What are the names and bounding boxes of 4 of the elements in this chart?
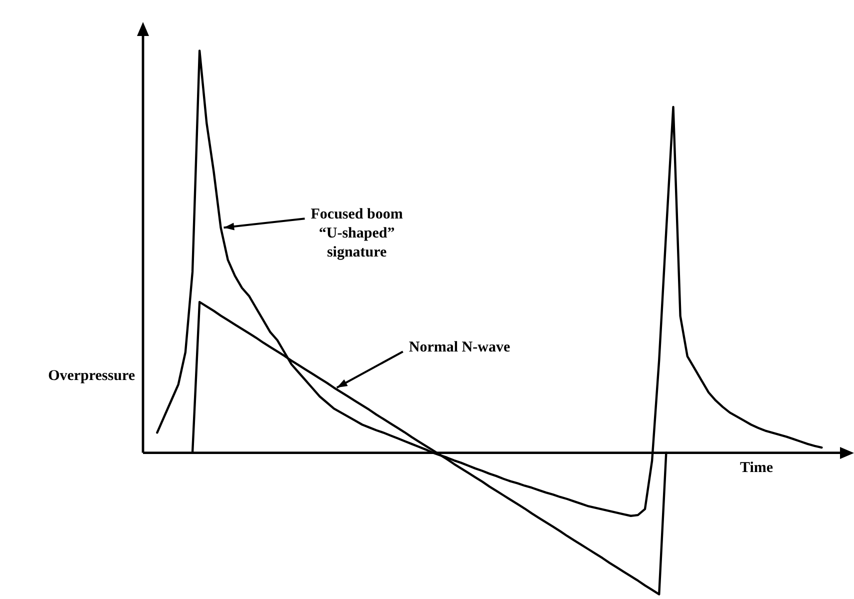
y-axis-title: Overpressure: [48, 368, 136, 384]
annotation: Focused boom “U-shaped” signature: [310, 206, 404, 260]
annotation: Normal N-wave: [408, 340, 510, 356]
x-axis-title: Time: [740, 460, 774, 476]
